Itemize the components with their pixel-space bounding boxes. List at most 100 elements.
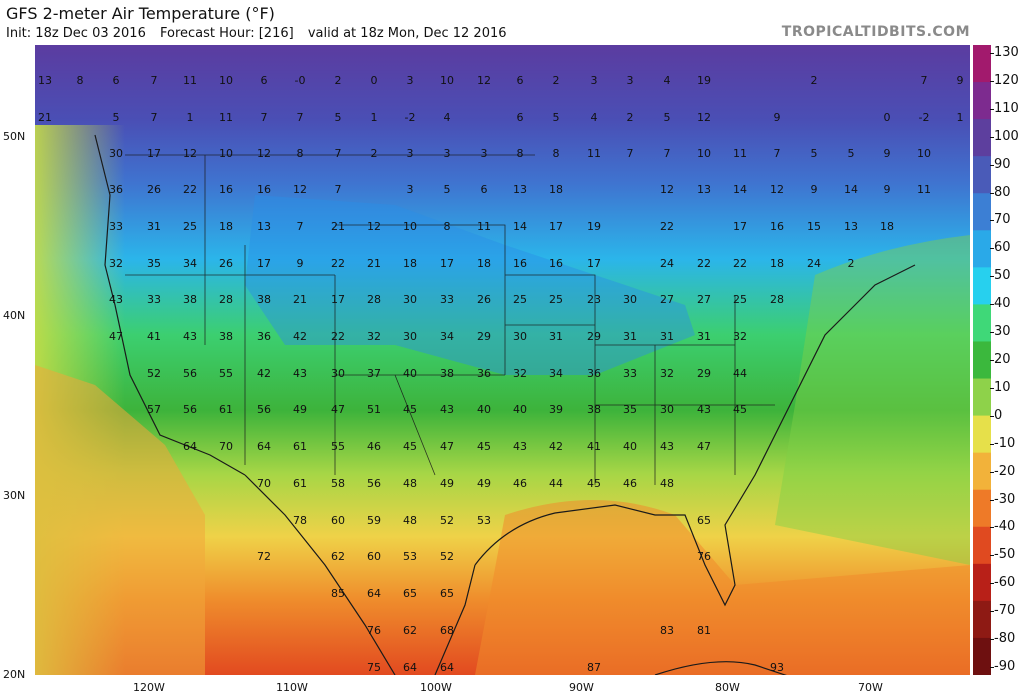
temp-label: 57 bbox=[147, 403, 161, 416]
temp-label: 55 bbox=[331, 440, 345, 453]
temp-label: 29 bbox=[477, 330, 491, 343]
temp-label: 33 bbox=[623, 367, 637, 380]
temp-label: 24 bbox=[660, 257, 674, 270]
temp-label: 10 bbox=[219, 74, 233, 87]
color-scale-tick-label: 90 bbox=[994, 156, 1011, 172]
color-scale-segment bbox=[973, 119, 991, 157]
temp-label: 36 bbox=[257, 330, 271, 343]
temp-label: 7 bbox=[664, 147, 671, 160]
temp-label: 14 bbox=[733, 183, 747, 196]
temp-label: 8 bbox=[553, 147, 560, 160]
color-scale-segment bbox=[973, 600, 991, 639]
temp-label: 31 bbox=[549, 330, 563, 343]
temperature-map[interactable]: 13 8 6 7 11 10 6 -0 2 0 3 10 12 6 2 3 3 4 19 2 7 9 21 5 7 1 11 7 7 5 1… bbox=[35, 45, 970, 675]
temp-label: 53 bbox=[477, 514, 491, 527]
temp-label: 18 bbox=[770, 257, 784, 270]
temp-label: 12 bbox=[183, 147, 197, 160]
temp-label: 13 bbox=[38, 74, 52, 87]
coastline-outline bbox=[94, 134, 916, 675]
color-scale-tick-label: 120 bbox=[994, 72, 1019, 88]
temp-label: 43 bbox=[513, 440, 527, 453]
temp-label: 3 bbox=[407, 74, 414, 87]
temp-label: 40 bbox=[403, 367, 417, 380]
temp-label: 18 bbox=[477, 257, 491, 270]
temp-label: 11 bbox=[917, 183, 931, 196]
temp-label: 43 bbox=[293, 367, 307, 380]
temp-label: 7 bbox=[151, 74, 158, 87]
temp-label: 7 bbox=[151, 111, 158, 124]
temp-label: 28 bbox=[367, 293, 381, 306]
temp-label: 22 bbox=[697, 257, 711, 270]
temp-label: 8 bbox=[444, 220, 451, 233]
temp-label: 13 bbox=[697, 183, 711, 196]
temp-label: 17 bbox=[549, 220, 563, 233]
temp-label: 32 bbox=[367, 330, 381, 343]
temp-label: 22 bbox=[733, 257, 747, 270]
temp-label: 68 bbox=[440, 624, 454, 637]
temp-label: 12 bbox=[660, 183, 674, 196]
temp-label: 8 bbox=[77, 74, 84, 87]
color-scale-tick-label: 10 bbox=[994, 379, 1011, 395]
temp-label: 47 bbox=[109, 330, 123, 343]
color-scale-bar bbox=[973, 45, 991, 675]
temp-label: 47 bbox=[440, 440, 454, 453]
temp-label: 10 bbox=[219, 147, 233, 160]
temp-label: 12 bbox=[697, 111, 711, 124]
temp-label: 31 bbox=[623, 330, 637, 343]
temp-label: 1 bbox=[187, 111, 194, 124]
temp-label: 26 bbox=[219, 257, 233, 270]
temp-label: 65 bbox=[403, 587, 417, 600]
lat-label-20n: 20N bbox=[3, 668, 26, 681]
color-scale-tick-mark bbox=[990, 583, 994, 585]
temp-label: 16 bbox=[549, 257, 563, 270]
color-scale-tick-mark bbox=[990, 53, 994, 54]
temp-label: 7 bbox=[774, 147, 781, 160]
color-scale-tick-label: -60 bbox=[994, 575, 1016, 591]
temp-label: 9 bbox=[884, 147, 891, 160]
temp-label: 2 bbox=[627, 111, 634, 124]
temp-label: 18 bbox=[403, 257, 417, 270]
temp-label: 70 bbox=[219, 440, 233, 453]
forecast-hour: Forecast Hour: [216] bbox=[159, 26, 294, 41]
temp-label: 76 bbox=[367, 624, 381, 637]
temp-label: 48 bbox=[660, 477, 674, 490]
temp-label: 62 bbox=[403, 624, 417, 637]
temp-label: 7 bbox=[261, 111, 268, 124]
temp-label: 49 bbox=[477, 477, 491, 490]
atlantic-mild-zone bbox=[775, 235, 970, 565]
color-scale-tick-label: -30 bbox=[994, 491, 1016, 507]
temp-label: 11 bbox=[477, 220, 491, 233]
temp-label: 42 bbox=[293, 330, 307, 343]
temp-label: 37 bbox=[367, 367, 381, 380]
color-scale-tick-mark bbox=[990, 192, 994, 194]
temp-label: 22 bbox=[331, 330, 345, 343]
color-scale-segment bbox=[973, 526, 991, 565]
map-title: GFS 2-meter Air Temperature (°F) bbox=[6, 4, 275, 23]
color-scale-tick-mark bbox=[990, 471, 994, 473]
temp-label: 19 bbox=[587, 220, 601, 233]
temp-label: 12 bbox=[257, 147, 271, 160]
temp-label: 5 bbox=[664, 111, 671, 124]
color-scale-segment bbox=[973, 267, 991, 305]
state-borders bbox=[125, 154, 775, 485]
temp-label: 40 bbox=[513, 403, 527, 416]
temp-label: 17 bbox=[147, 147, 161, 160]
init-time: Init: 18z Dec 03 2016 bbox=[6, 26, 146, 41]
temp-label: 59 bbox=[367, 514, 381, 527]
map-subtitle: Init: 18z Dec 03 2016 Forecast Hour: [21… bbox=[6, 26, 517, 41]
temp-label: 56 bbox=[183, 367, 197, 380]
temp-label: 49 bbox=[440, 477, 454, 490]
temp-label: 38 bbox=[219, 330, 233, 343]
temp-label: 64 bbox=[257, 440, 271, 453]
temp-label: 3 bbox=[407, 147, 414, 160]
temp-label: 25 bbox=[183, 220, 197, 233]
temp-label: 81 bbox=[697, 624, 711, 637]
color-scale-tick-mark bbox=[990, 527, 994, 529]
temp-label: 93 bbox=[770, 661, 784, 674]
temp-label: 56 bbox=[183, 403, 197, 416]
temp-label: 3 bbox=[627, 74, 634, 87]
temp-label: 16 bbox=[513, 257, 527, 270]
color-scale-tick-mark bbox=[990, 639, 994, 641]
color-scale-tick-mark bbox=[990, 80, 994, 82]
temp-label: 60 bbox=[331, 514, 345, 527]
